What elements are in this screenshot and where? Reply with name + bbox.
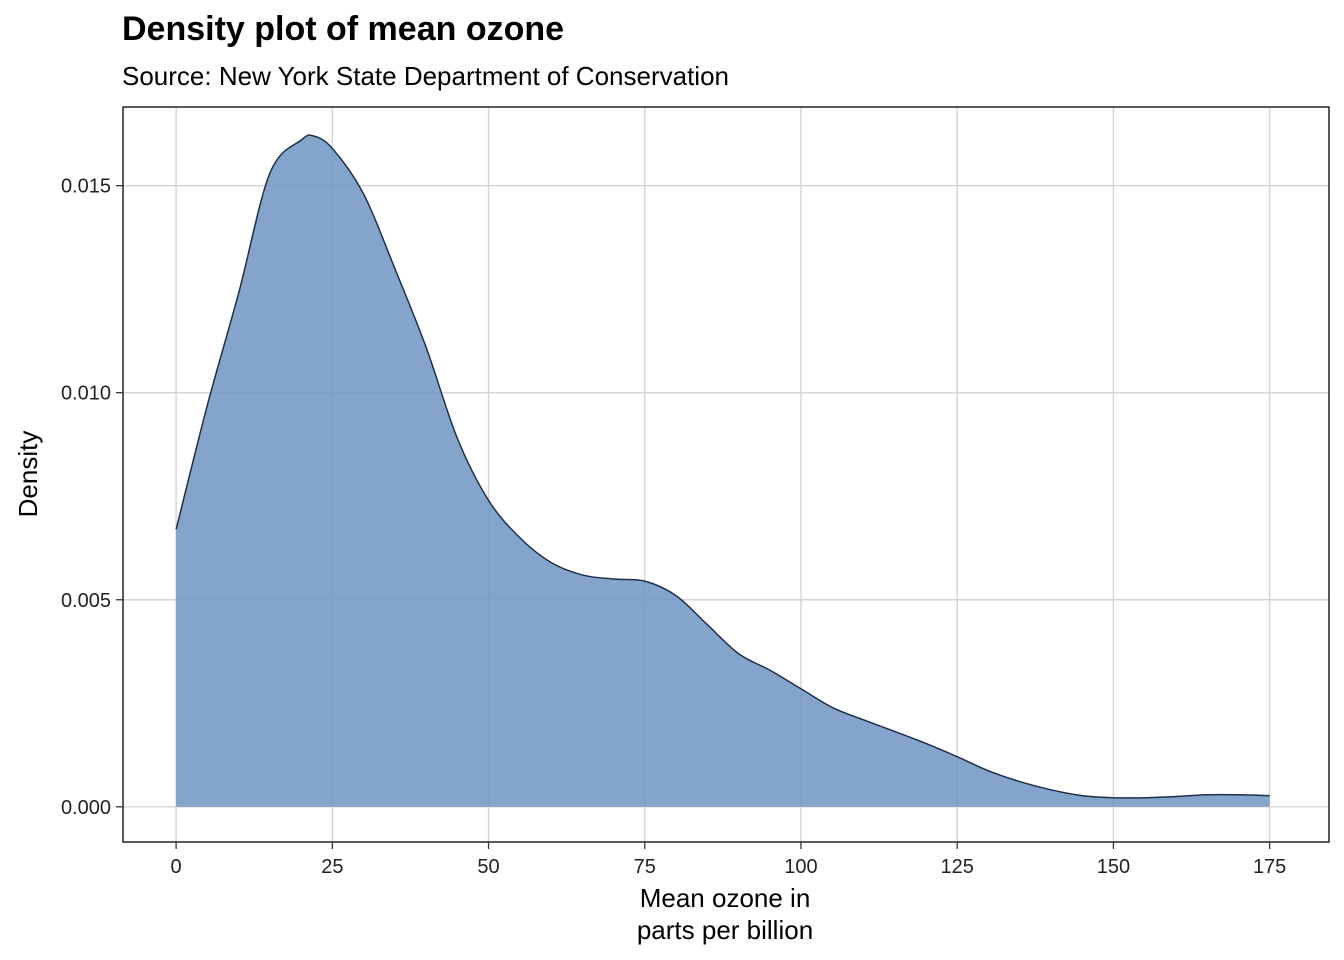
- x-tick-label: 175: [1253, 856, 1286, 878]
- y-tick-label: 0.005: [61, 590, 111, 612]
- x-tick-label: 50: [477, 856, 499, 878]
- y-axis-label: Density: [13, 431, 43, 518]
- x-tick-label: 25: [321, 856, 343, 878]
- y-tick-label: 0.000: [61, 797, 111, 819]
- x-tick-label: 75: [634, 856, 656, 878]
- x-axis-label-line1: Mean ozone in: [640, 883, 811, 913]
- chart-subtitle: Source: New York State Department of Con…: [122, 61, 729, 91]
- x-tick-label: 100: [784, 856, 817, 878]
- x-tick-label: 0: [171, 856, 182, 878]
- density-line: [175, 134, 1270, 799]
- x-tick-label: 125: [941, 856, 974, 878]
- chart-title: Density plot of mean ozone: [122, 10, 565, 48]
- y-tick-label: 0.010: [61, 383, 111, 405]
- y-tick-label: 0.015: [61, 176, 111, 198]
- density-area: [176, 135, 1270, 807]
- x-axis-label-line2: parts per billion: [637, 915, 813, 945]
- panel-border: [122, 106, 1330, 843]
- x-tick-label: 150: [1097, 856, 1130, 878]
